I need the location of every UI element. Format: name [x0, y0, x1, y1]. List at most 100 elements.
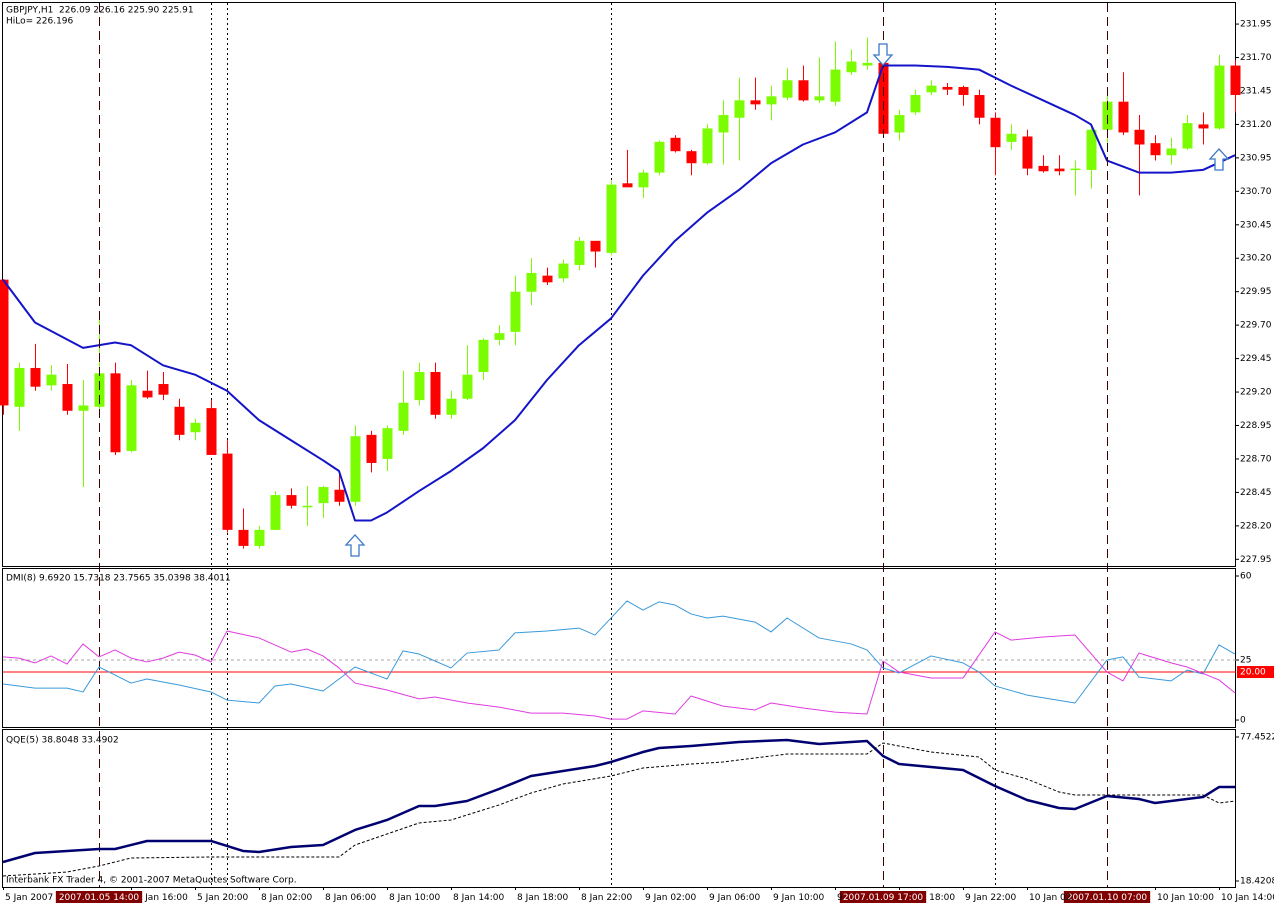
- candle-body: [1086, 129, 1097, 170]
- y-tick-label: 60: [1240, 572, 1252, 582]
- y-tick-label: 18.4208: [1240, 876, 1274, 886]
- highlight-label: 2007.01.05 14:00: [59, 893, 140, 903]
- y-tick-label: 230.20: [1240, 254, 1272, 264]
- candle-body: [510, 291, 521, 332]
- candle-body: [222, 453, 233, 530]
- candle-body: [702, 128, 713, 164]
- buy-arrow: [1208, 148, 1230, 171]
- candle-body: [414, 371, 425, 401]
- y-tick-label: 230.95: [1240, 153, 1272, 163]
- candle-body: [1230, 65, 1241, 95]
- level-label-box: [1237, 666, 1274, 679]
- candle-body: [30, 367, 41, 387]
- x-tick-label: 8 Jan 10:00: [389, 893, 441, 903]
- candle-body: [590, 240, 601, 252]
- candle-body: [622, 183, 633, 188]
- candle-body: [1214, 65, 1225, 129]
- candle-body: [270, 495, 281, 530]
- qqe-title: QQE(5) 38.8048 33.4902: [6, 736, 119, 746]
- candle-body: [398, 402, 409, 431]
- footer: Interbank FX Trader 4, © 2001-2007 MetaQ…: [6, 876, 297, 886]
- indicator-line: [2, 738, 1235, 864]
- hilo-label: HiLo= 226.196: [6, 17, 74, 27]
- candle-body: [254, 529, 265, 546]
- candle-body: [574, 240, 585, 265]
- y-tick-label: 231.20: [1240, 120, 1272, 130]
- chart-title: GBPJPY,H1 226.09 226.16 225.90 225.91: [6, 6, 194, 16]
- candle-body: [526, 272, 537, 292]
- candle-body: [0, 279, 9, 406]
- y-tick-label: 0: [1240, 716, 1246, 726]
- buy-arrow: [344, 534, 366, 557]
- candle-body: [318, 487, 329, 504]
- candle-body: [94, 373, 105, 407]
- candle-body: [830, 69, 841, 102]
- dmi-title: DMI(8) 9.6920 15.7318 23.7565 35.0398 38…: [6, 574, 231, 584]
- candle-body: [1006, 133, 1017, 142]
- x-tick-label: 9 Jan 10:00: [773, 893, 825, 903]
- qqe-panel-frame: [2, 729, 1236, 888]
- y-tick-label: 231.95: [1240, 20, 1272, 30]
- x-tick-label: 8 Jan 14:00: [453, 893, 505, 903]
- candle-body: [190, 422, 201, 433]
- candle-body: [782, 80, 793, 98]
- candle-body: [686, 151, 697, 164]
- candle-body: [110, 373, 121, 453]
- candle-body: [174, 406, 185, 435]
- indicator-line: [2, 742, 1236, 877]
- x-tick-label: 10 Jan 02: [1029, 893, 1072, 903]
- candle-body: [302, 505, 313, 508]
- y-tick-label: 229.20: [1240, 388, 1272, 398]
- candle-body: [654, 141, 665, 173]
- dmi-panel-frame: [2, 568, 1236, 728]
- candle-body: [206, 408, 217, 455]
- highlight-label: 2007.01.09 17:00: [843, 893, 924, 903]
- candle-body: [494, 333, 505, 340]
- x-tick-label: 10 Jan 10:00: [1157, 893, 1214, 903]
- candle-body: [158, 384, 169, 395]
- y-tick-label: 228.45: [1240, 488, 1272, 498]
- x-tick-label: 10 Jan 14:00: [1221, 893, 1274, 903]
- candle-body: [1070, 168, 1081, 171]
- candle-body: [670, 137, 681, 152]
- candle-body: [542, 275, 553, 283]
- candle-body: [862, 62, 873, 66]
- candle-body: [814, 96, 825, 101]
- candle-body: [878, 62, 889, 134]
- candle-body: [334, 489, 345, 502]
- candle-body: [350, 436, 361, 502]
- candle-body: [446, 398, 457, 415]
- candle-body: [382, 428, 393, 459]
- signal-arrows: [344, 43, 1230, 557]
- candle-body: [62, 384, 73, 411]
- candle-body: [462, 374, 473, 399]
- x-tick-label: 8 Jan 22:00: [581, 893, 633, 903]
- candle-body: [558, 263, 569, 279]
- candle-body: [1022, 136, 1033, 169]
- y-tick-label: 231.45: [1240, 86, 1272, 96]
- x-tick-label: 9 Jan 02:00: [645, 893, 697, 903]
- y-tick-label: 228.70: [1240, 454, 1272, 464]
- candle-body: [798, 80, 809, 101]
- candle-body: [126, 385, 137, 451]
- candle-body: [430, 371, 441, 415]
- candle-body: [142, 390, 153, 398]
- highlight-box: [1063, 891, 1151, 903]
- y-tick-label: 229.95: [1240, 287, 1272, 297]
- candle-body: [1118, 101, 1129, 133]
- candle-body: [1150, 143, 1161, 156]
- candle-body: [46, 374, 57, 386]
- candle-body: [734, 100, 745, 118]
- candle-body: [1166, 148, 1177, 156]
- sell-arrow: [872, 43, 894, 66]
- candle-body: [926, 85, 937, 93]
- y-tick-label: 229.70: [1240, 321, 1272, 331]
- x-tick-label: 9 Jan 22:00: [965, 893, 1017, 903]
- candle-body: [766, 96, 777, 105]
- highlight-box: [839, 891, 927, 903]
- highlight-label: 2007.01.10 07:00: [1067, 893, 1148, 903]
- candle-body: [958, 86, 969, 95]
- indicator-line: [2, 600, 1236, 704]
- x-tick-label: 9: [837, 893, 843, 903]
- x-tick-label: 8 Jan 02:00: [261, 893, 313, 903]
